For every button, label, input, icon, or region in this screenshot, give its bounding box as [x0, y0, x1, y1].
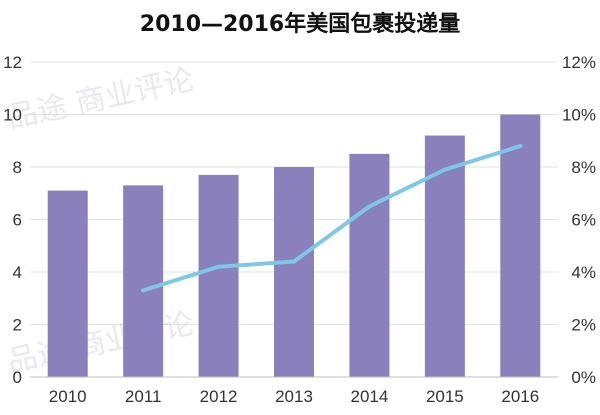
bar	[47, 190, 88, 377]
x-tick-label: 2010	[49, 387, 87, 406]
line-point	[141, 288, 146, 293]
bar-series	[47, 114, 541, 377]
line-series	[141, 144, 523, 293]
bar	[349, 153, 390, 377]
y-left-tick-label: 6	[13, 211, 22, 230]
x-tick-label: 2013	[275, 387, 313, 406]
y-axis-right: 0% 2% 4% 6% 8% 10% 12%	[562, 53, 596, 387]
x-tick-label: 2014	[351, 387, 389, 406]
bar	[198, 174, 239, 377]
line-point	[216, 264, 221, 269]
x-tick-label: 2011	[125, 387, 162, 406]
x-tick-label: 2016	[501, 387, 539, 406]
y-left-tick-label: 12	[3, 53, 22, 72]
y-right-tick-label: 6%	[571, 211, 596, 230]
x-axis: 2010 2011 2012 2013 2014 2015 2016	[30, 376, 558, 406]
watermark-bottom: 品途 商业评论	[4, 306, 197, 380]
line-point	[442, 167, 447, 172]
y-right-tick-label: 4%	[571, 263, 596, 282]
y-right-tick-label: 2%	[571, 316, 596, 335]
y-left-tick-label: 8	[13, 158, 22, 177]
line-point	[292, 259, 296, 264]
watermarks: 品途 商业评论 品途 商业评论	[4, 62, 197, 380]
line-path	[141, 144, 523, 293]
x-tick-label: 2015	[426, 387, 464, 406]
bar	[500, 114, 541, 377]
watermark-top: 品途 商业评论	[4, 62, 197, 136]
y-left-tick-label: 4	[13, 263, 22, 282]
y-right-tick-label: 10%	[562, 106, 596, 125]
line-point	[518, 144, 523, 148]
y-right-tick-label: 8%	[571, 158, 596, 177]
y-right-tick-label: 12%	[562, 53, 596, 72]
y-axis-left: 0 2 4 6 8 10 12	[3, 53, 22, 387]
y-left-tick-label: 10	[3, 106, 22, 125]
x-tick-label: 2012	[200, 387, 238, 406]
y-left-tick-label: 0	[13, 368, 22, 387]
chart-title: 2010—2016年美国包裹投递量	[140, 11, 460, 37]
y-left-tick-label: 2	[13, 316, 22, 335]
y-right-tick-label: 0%	[571, 368, 596, 387]
bar	[274, 167, 314, 377]
line-point	[367, 204, 372, 209]
bar	[123, 185, 164, 377]
